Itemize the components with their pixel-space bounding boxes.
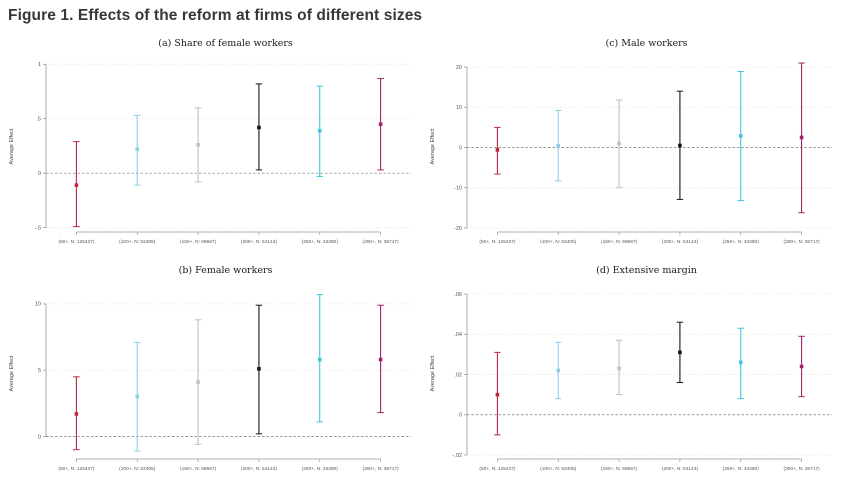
svg-text:0: 0 (38, 434, 41, 440)
figure-header: Figure 1. Effects of the reform at firms… (0, 0, 842, 31)
svg-text:(200+, N: 54143): (200+, N: 54143) (241, 239, 278, 245)
svg-text:(200+, N: 54143): (200+, N: 54143) (662, 239, 699, 245)
panel-b-title: (b) Female workers (178, 265, 273, 276)
svg-text:-20: -20 (454, 226, 462, 232)
panel-b-female-workers: (b) Female workers 10 5 0 Average Effect (50… (0, 258, 421, 485)
svg-text:Average Effect: Average Effect (430, 128, 436, 164)
svg-text:(50+, N: 125437): (50+, N: 125437) (479, 239, 516, 245)
svg-text:1: 1 (38, 62, 41, 68)
panel-d-title: (d) Extensive margin (596, 265, 697, 276)
svg-text:Average Effect: Average Effect (9, 128, 15, 164)
svg-text:0: 0 (459, 145, 462, 151)
svg-text:(50+, N: 125437): (50+, N: 125437) (58, 239, 95, 245)
svg-text:(100+, N: 53405): (100+, N: 53405) (540, 466, 577, 472)
svg-text:.06: .06 (454, 292, 462, 298)
svg-text:(100+, N: 53405): (100+, N: 53405) (119, 239, 156, 245)
svg-text:.04: .04 (454, 332, 462, 338)
svg-text:.5: .5 (36, 117, 41, 123)
svg-text:(250+, N: 43280): (250+, N: 43280) (723, 239, 760, 245)
panel-a-title: (a) Share of female workers (158, 38, 293, 49)
svg-text:(50+, N: 125437): (50+, N: 125437) (58, 466, 95, 472)
svg-text:(300+, N: 35717): (300+, N: 35717) (363, 239, 400, 245)
svg-text:10: 10 (456, 105, 462, 111)
svg-text:(250+, N: 43280): (250+, N: 43280) (302, 239, 339, 245)
svg-text:10: 10 (35, 302, 41, 308)
svg-text:0: 0 (459, 413, 462, 419)
svg-text:-10: -10 (454, 186, 462, 192)
svg-text:(200+, N: 54143): (200+, N: 54143) (662, 466, 699, 472)
panel-a-share-of-female-workers: (a) Share of female workers 1 .5 0 -.5 Avera… (0, 31, 421, 258)
page-title: Figure 1. Effects of the reform at firms… (8, 7, 423, 24)
svg-text:20: 20 (456, 65, 462, 71)
svg-text:(50+, N: 125437): (50+, N: 125437) (479, 466, 516, 472)
svg-text:(100+, N: 53405): (100+, N: 53405) (119, 466, 156, 472)
svg-text:(150+, N: 69667): (150+, N: 69667) (601, 466, 638, 472)
svg-text:-.02: -.02 (453, 453, 462, 459)
svg-text:Average Effect: Average Effect (430, 355, 436, 391)
panel-c-title: (c) Male workers (605, 38, 688, 49)
svg-text:(300+, N: 35717): (300+, N: 35717) (784, 239, 821, 245)
panel-grid: (a) Share of female workers 1 .5 0 -.5 Avera… (0, 31, 842, 485)
panel-b-coefficient-plot: 10 5 0 Average Effect (50+, N: 125437) (100+,… (9, 294, 411, 472)
svg-text:5: 5 (38, 368, 41, 374)
panel-c-coefficient-plot: 20 10 0 -10 -20 Average Effect (50+, N: 125437… (430, 62, 832, 245)
svg-text:0: 0 (38, 171, 41, 177)
svg-text:(300+, N: 35717): (300+, N: 35717) (363, 466, 400, 472)
panel-c-male-workers: (c) Male workers 20 10 0 -10 -20 Average Effe… (421, 31, 842, 258)
svg-text:(150+, N: 69667): (150+, N: 69667) (180, 239, 217, 245)
svg-text:(150+, N: 69667): (150+, N: 69667) (180, 466, 217, 472)
panel-d-coefficient-plot: .06 .04 .02 0 -.02 Average Effect (50+, N: 125… (430, 292, 832, 472)
svg-text:(250+, N: 43280): (250+, N: 43280) (723, 466, 760, 472)
panel-d-extensive-margin: (d) Extensive margin .06 .04 .02 0 -.02 Avera… (421, 258, 842, 485)
svg-text:.02: .02 (454, 372, 462, 378)
svg-text:Average Effect: Average Effect (9, 355, 15, 391)
panel-a-coefficient-plot: 1 .5 0 -.5 Average Effect (50+, N: 125437) (10… (9, 62, 411, 245)
svg-text:(100+, N: 53405): (100+, N: 53405) (540, 239, 577, 245)
svg-text:(300+, N: 35717): (300+, N: 35717) (784, 466, 821, 472)
svg-text:(250+, N: 43280): (250+, N: 43280) (302, 466, 339, 472)
svg-text:-.5: -.5 (35, 225, 41, 231)
svg-text:(150+, N: 69667): (150+, N: 69667) (601, 239, 638, 245)
svg-text:(200+, N: 54143): (200+, N: 54143) (241, 466, 278, 472)
